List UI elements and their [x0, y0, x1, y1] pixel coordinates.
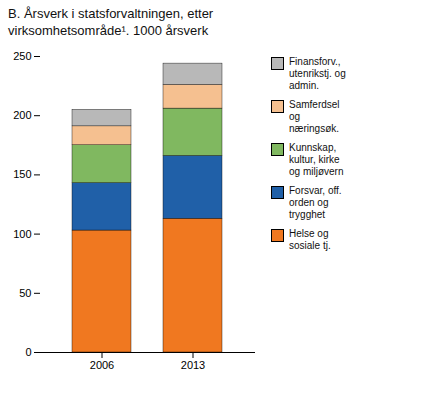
svg-text:250: 250: [13, 50, 31, 62]
svg-text:100: 100: [13, 227, 31, 239]
html-text:Forsvar, off. orden og trygghe: Forsvar, off. orden og trygghet: [289, 184, 342, 220]
svg-text:2013: 2013: [181, 359, 205, 371]
svg-text:200: 200: [13, 109, 31, 121]
html-text:Helse og sosiale tj.: Helse og sosiale tj.: [289, 227, 331, 251]
html-text:Finansforv., utenrikstj. og ad: Finansforv., utenrikstj. og admin.: [289, 55, 346, 91]
svg-text:50: 50: [19, 287, 31, 299]
html-text:B. Årsverk i statsforvaltninge: B. Årsverk i statsforvaltningen, etter v…: [8, 6, 214, 38]
html-text:Kunnskap, kultur, kirke og mil: Kunnskap, kultur, kirke og miljøvern: [289, 141, 344, 177]
svg-text:2006: 2006: [90, 359, 114, 371]
svg-text:150: 150: [13, 168, 31, 180]
html-text:Samferdsel og næringsøk.: Samferdsel og næringsøk.: [289, 98, 340, 134]
svg-text:0: 0: [25, 346, 31, 358]
